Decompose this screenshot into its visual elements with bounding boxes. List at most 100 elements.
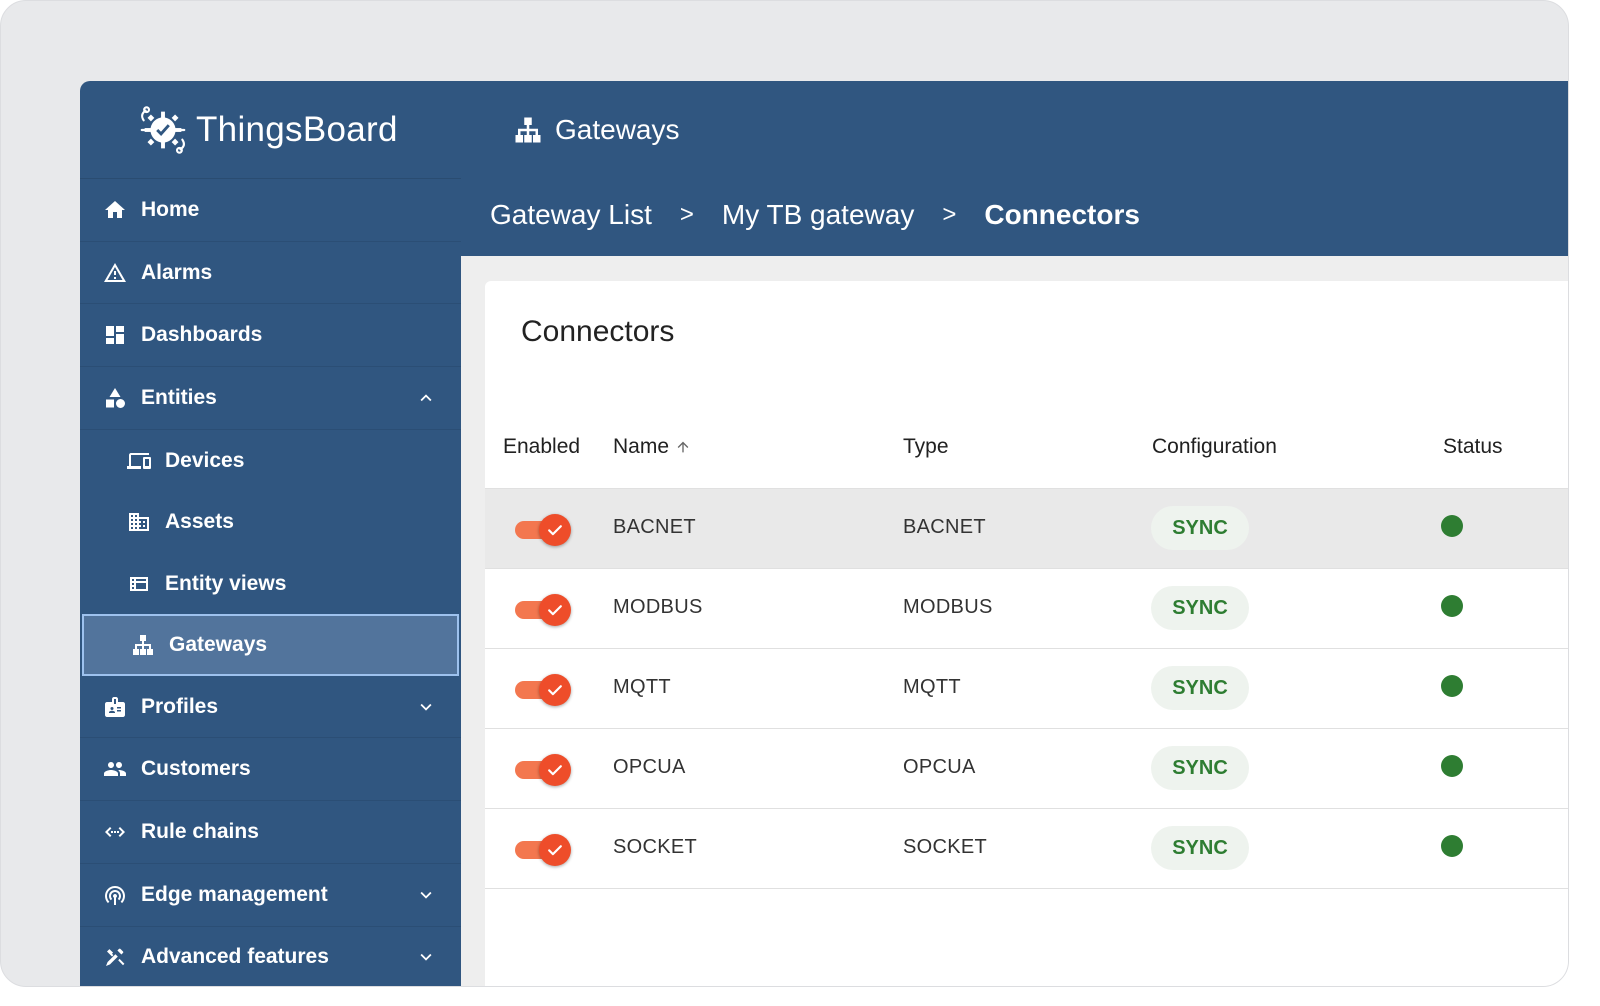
sync-badge: SYNC: [1151, 746, 1249, 790]
rule-chains-icon: [102, 819, 128, 845]
sidebar-item-label: Alarms: [141, 260, 213, 284]
check-icon: [548, 605, 562, 616]
chevron-down-icon[interactable]: [415, 884, 437, 906]
table-row[interactable]: BACNET BACNET SYNC: [485, 489, 1568, 569]
breadcrumb-separator: >: [679, 201, 694, 228]
sidebar-item-profiles[interactable]: Profiles: [80, 676, 461, 739]
sidebar-item-label: Entity views: [165, 571, 287, 595]
status-indicator: [1441, 515, 1463, 537]
breadcrumb-connectors: Connectors: [984, 199, 1140, 230]
profiles-icon: [102, 694, 128, 720]
status-indicator: [1441, 595, 1463, 617]
edge-icon: [102, 882, 128, 908]
table-row[interactable]: MODBUS MODBUS SYNC: [485, 569, 1568, 649]
column-header-name[interactable]: Name: [613, 435, 691, 459]
table-row[interactable]: OPCUA OPCUA SYNC: [485, 729, 1568, 809]
table-row[interactable]: SOCKET SOCKET SYNC: [485, 809, 1568, 889]
sidebar-item-entity-views[interactable]: Entity views: [80, 553, 461, 615]
assets-icon: [126, 509, 152, 535]
chevron-down-icon[interactable]: [415, 696, 437, 718]
sidebar-item-assets[interactable]: Assets: [80, 491, 461, 553]
entities-icon: [102, 385, 128, 411]
enabled-toggle[interactable]: [515, 754, 573, 786]
sidebar-item-advanced-features[interactable]: Advanced features: [80, 927, 461, 987]
enabled-toggle[interactable]: [515, 514, 573, 546]
sidebar-item-rule-chains[interactable]: Rule chains: [80, 801, 461, 864]
alarm-warning-icon: [102, 260, 128, 286]
sort-ascending-icon: [677, 442, 689, 453]
breadcrumb-separator: >: [942, 201, 957, 228]
thingsboard-logo-icon: [140, 105, 186, 154]
toggle-knob: [539, 594, 571, 626]
connector-type: OPCUA: [903, 756, 976, 778]
enabled-toggle[interactable]: [515, 674, 573, 706]
sidebar-item-dashboards[interactable]: Dashboards: [80, 304, 461, 368]
table-row[interactable]: MQTT MQTT SYNC: [485, 649, 1568, 729]
gateway-icon: [515, 117, 541, 143]
customers-icon: [102, 756, 128, 782]
toggle-knob: [539, 834, 571, 866]
connectors-card: Connectors Enabled Name Type Configurati…: [485, 281, 1568, 986]
breadcrumb-gateway-list[interactable]: Gateway List: [490, 199, 652, 230]
connector-name: MQTT: [613, 676, 671, 698]
breadcrumb: Gateway List > My TB gateway > Connector…: [490, 199, 1140, 231]
sidebar-item-entities[interactable]: Entities: [80, 367, 461, 430]
page-title: Gateways: [513, 114, 680, 146]
column-header-type[interactable]: Type: [903, 435, 949, 458]
home-icon: [102, 197, 128, 223]
chevron-up-icon[interactable]: [415, 387, 437, 409]
sync-badge: SYNC: [1151, 586, 1249, 630]
sidebar-item-label: Profiles: [141, 694, 219, 718]
page-title-text: Gateways: [555, 114, 680, 145]
breadcrumb-my-tb-gateway[interactable]: My TB gateway: [721, 199, 915, 230]
connector-type: MODBUS: [903, 596, 993, 618]
sidebar: ThingsBoard Home Alarms Dashboards: [80, 81, 461, 987]
sync-badge: SYNC: [1151, 506, 1249, 550]
column-header-configuration[interactable]: Configuration: [1152, 435, 1277, 458]
connector-name: OPCUA: [613, 756, 686, 778]
toggle-knob: [539, 514, 571, 546]
connector-type: BACNET: [903, 516, 986, 538]
chevron-down-icon[interactable]: [415, 946, 437, 968]
check-icon: [548, 765, 562, 776]
sidebar-item-devices[interactable]: Devices: [80, 430, 461, 492]
sync-badge: SYNC: [1151, 826, 1249, 870]
enabled-toggle[interactable]: [515, 834, 573, 866]
logo-text: ThingsBoard: [196, 109, 398, 149]
sidebar-item-label: Assets: [165, 510, 234, 533]
toggle-knob: [539, 754, 571, 786]
card-title: Connectors: [521, 315, 675, 348]
connector-type: MQTT: [903, 676, 961, 698]
sidebar-item-label: Gateways: [169, 633, 268, 656]
gateway-icon: [130, 632, 156, 658]
sidebar-item-customers[interactable]: Customers: [80, 738, 461, 802]
enabled-toggle[interactable]: [515, 594, 573, 626]
status-indicator: [1441, 675, 1463, 697]
status-indicator: [1441, 755, 1463, 777]
sidebar-item-label: Dashboards: [141, 323, 263, 347]
sidebar-item-alarms[interactable]: Alarms: [80, 242, 461, 305]
sidebar-item-label: Rule chains: [141, 819, 259, 843]
sidebar-item-label: Entities: [141, 385, 217, 409]
check-icon: [548, 685, 562, 696]
column-header-label: Name: [613, 435, 670, 458]
sidebar-item-label: Advanced features: [141, 945, 329, 969]
connector-type: SOCKET: [903, 836, 988, 858]
connector-name: BACNET: [613, 516, 696, 538]
check-icon: [548, 845, 562, 856]
top-bar: Gateways Gateway List > My TB gateway > …: [461, 81, 1568, 256]
column-header-status[interactable]: Status: [1443, 435, 1503, 458]
column-header-enabled[interactable]: Enabled: [503, 435, 581, 458]
sidebar-item-home[interactable]: Home: [80, 179, 461, 242]
sidebar-item-gateways[interactable]: Gateways: [82, 614, 459, 676]
sidebar-item-label: Home: [141, 197, 200, 221]
sidebar-item-label: Edge management: [141, 882, 328, 906]
devices-icon: [126, 448, 152, 474]
connector-name: SOCKET: [613, 836, 698, 858]
logo[interactable]: ThingsBoard: [80, 81, 461, 179]
sidebar-item-edge-management[interactable]: Edge management: [80, 864, 461, 927]
sidebar-item-label: Devices: [165, 448, 245, 472]
status-indicator: [1441, 835, 1463, 857]
sync-badge: SYNC: [1151, 666, 1249, 710]
toggle-knob: [539, 674, 571, 706]
